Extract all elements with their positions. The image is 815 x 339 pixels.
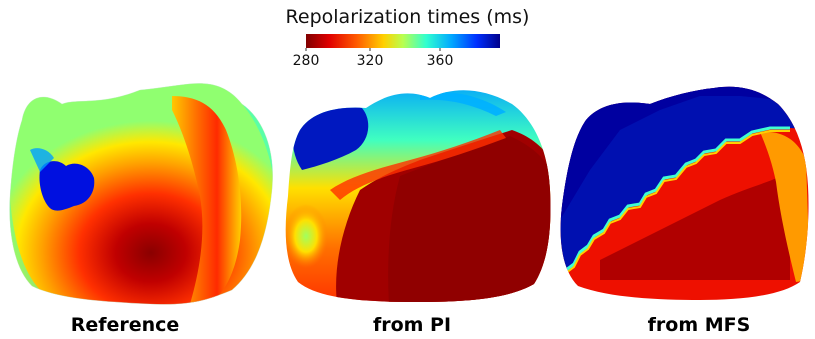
heart-map-from-mfs bbox=[560, 86, 809, 300]
colorbar-tick-360: 360 bbox=[426, 53, 454, 69]
colorbar-tick-320: 320 bbox=[356, 53, 384, 69]
label-from-mfs: from MFS bbox=[647, 314, 751, 336]
colorbar-title: Repolarization times (ms) bbox=[285, 6, 530, 28]
colorbar bbox=[306, 34, 500, 48]
label-from-pi: from PI bbox=[372, 314, 452, 336]
heart-map-reference bbox=[9, 83, 273, 305]
colorbar-tick-280: 280 bbox=[292, 53, 320, 69]
heart-map-from-pi bbox=[285, 90, 551, 303]
label-reference: Reference bbox=[70, 314, 180, 336]
